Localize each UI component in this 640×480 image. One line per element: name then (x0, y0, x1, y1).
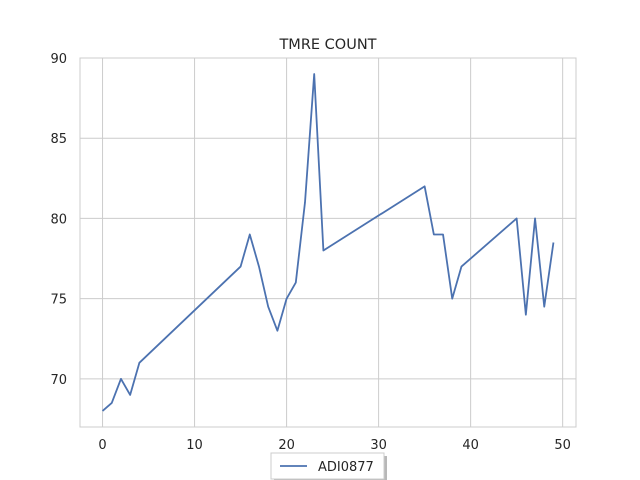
x-tick-label: 40 (462, 438, 479, 453)
series-lines (101, 73, 555, 412)
y-tick-label: 85 (50, 132, 67, 147)
x-tick-labels: 0 10 20 30 40 50 (98, 438, 571, 453)
x-tick-label: 0 (98, 438, 106, 453)
y-tick-label: 75 (50, 293, 67, 308)
plot-frame (79, 57, 577, 428)
x-tick-label: 10 (186, 438, 203, 453)
y-tick-label: 80 (50, 212, 67, 227)
y-tick-labels: 70 75 80 85 90 (50, 52, 67, 388)
x-tick-label: 50 (554, 438, 571, 453)
y-tick-label: 70 (50, 373, 67, 388)
legend-label: ADI0877 (318, 460, 374, 475)
legend: ADI0877 (270, 452, 387, 480)
x-tick-label: 30 (370, 438, 387, 453)
grid-lines (80, 57, 576, 427)
chart-title: TMRE COUNT (278, 37, 376, 53)
y-tick-label: 90 (50, 52, 67, 67)
series-line (101, 73, 555, 412)
x-tick-label: 20 (278, 438, 295, 453)
